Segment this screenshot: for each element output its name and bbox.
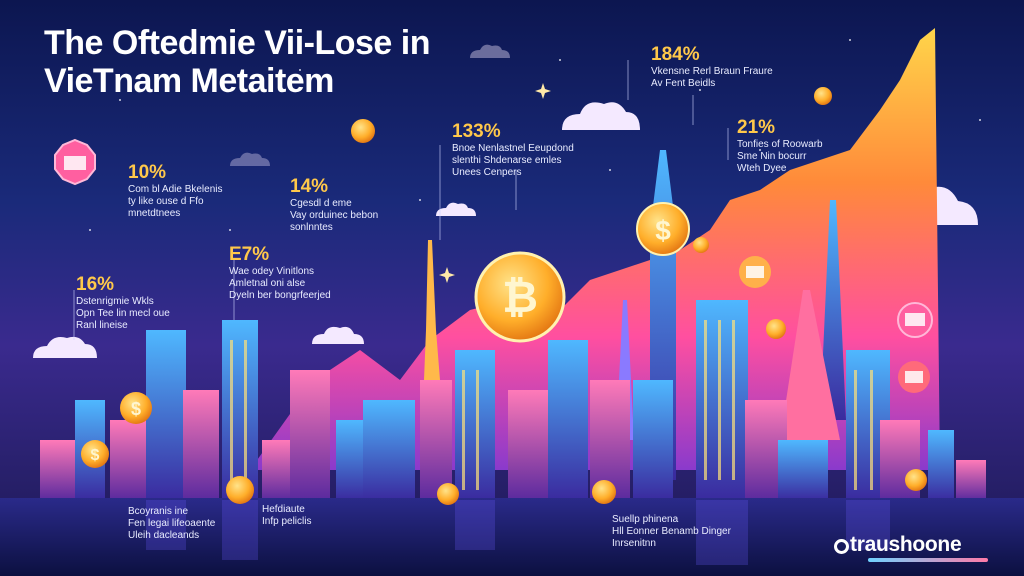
- shop-badge-icon: [897, 302, 933, 338]
- stat-block: 133% Bnoe Nenlastnel Eeupdond slenthi Sh…: [452, 121, 574, 178]
- stat-percent: 184%: [651, 44, 700, 65]
- stat-percent: E7%: [229, 244, 270, 265]
- shop-badge-icon: [54, 138, 96, 186]
- stat-block: 21% Tonfies of Roowarb Sme Nin bocurr Wt…: [737, 117, 823, 174]
- stat-block: 184% Vkensne Rerl Braun Fraure Av Fent B…: [651, 44, 773, 89]
- stat-percent: 14%: [290, 176, 329, 197]
- shop-badge-icon: [898, 361, 930, 393]
- brand-name: traushoone: [850, 533, 962, 556]
- svg-text:₿: ₿: [502, 273, 538, 322]
- dollar-coin-icon: $: [120, 392, 152, 424]
- stat-percent: 21%: [737, 117, 776, 138]
- stat-block: E7% Wae odey Vinitlons Amletnal oni alse…: [229, 244, 331, 301]
- stat-block: 14% Cgesdl d eme Vay orduinec bebon sonl…: [290, 176, 379, 233]
- stat-block: 10% Com bl Adie Bkelenis ty like ouse d …: [128, 162, 223, 219]
- dollar-coin-icon: $: [81, 440, 109, 468]
- dollar-coin-icon: $: [636, 202, 690, 256]
- title-line-2: VieTnam Metaitem: [44, 62, 334, 100]
- footnote: Hefdiaute Infp peliclis: [262, 504, 312, 527]
- brand-logo: traushoone: [834, 533, 962, 557]
- footnote: Suellp phinena Hll Eonner Benamb Dinger …: [612, 514, 731, 549]
- stat-percent: 16%: [76, 274, 115, 295]
- page-title: The Oftedmie Vii-Lose in VieTnam Metaite…: [44, 24, 431, 100]
- stat-block: 16% Dstenrigmie Wkls Opn Tee lin mecl ou…: [76, 274, 170, 331]
- stat-percent: 10%: [128, 162, 167, 183]
- coins: ₿ $ $ $: [81, 87, 927, 505]
- brand-underline: [868, 558, 988, 562]
- river: [0, 498, 1024, 576]
- title-line-1: The Oftedmie Vii-Lose in: [44, 24, 431, 62]
- bitcoin-coin-icon: ₿: [474, 251, 566, 343]
- svg-text:$: $: [131, 399, 141, 419]
- svg-text:$: $: [655, 215, 671, 246]
- leader-lines: [73, 60, 729, 340]
- buildings: [40, 300, 986, 500]
- growth-mountain: [250, 28, 940, 470]
- logo-ring-icon: [834, 539, 849, 554]
- stars: [89, 39, 981, 241]
- stat-percent: 133%: [452, 121, 501, 142]
- footnote: Bcoyranis ine Fen legai lifeoaente Uleih…: [128, 506, 216, 541]
- shop-badge-icon: [739, 256, 771, 288]
- window-lights: [230, 320, 873, 490]
- reflection: [146, 500, 890, 565]
- svg-text:$: $: [91, 447, 100, 464]
